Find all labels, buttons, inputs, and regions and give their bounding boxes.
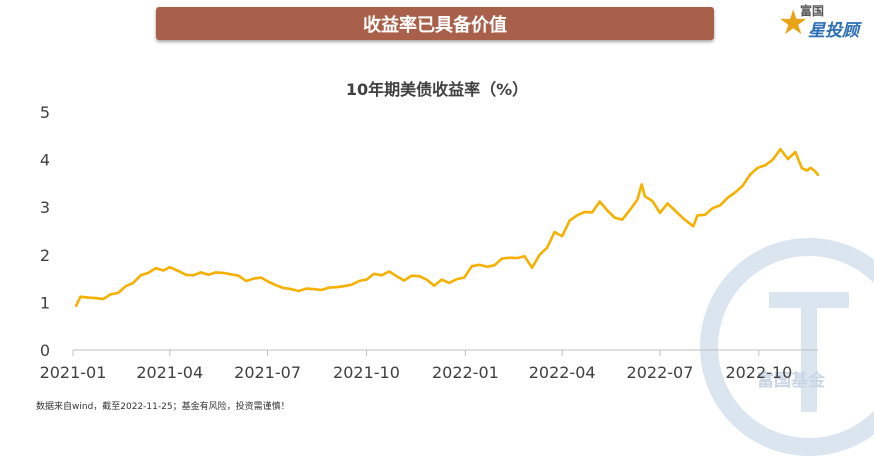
y-tick-label: 4 (40, 151, 50, 170)
y-tick-label: 2 (40, 246, 50, 265)
yield-line-chart: 0 1 2 3 4 5 2021-01 2021-04 2021-07 2021-10 2022-… (40, 103, 820, 382)
x-tick-label: 2022-01 (432, 363, 499, 382)
data-source-note: 数据来自wind，截至2022-11-25；基金有风险，投资需谨慎！ (36, 402, 290, 412)
series-line (74, 147, 820, 307)
x-tick-label: 2022-10 (725, 363, 792, 382)
star-icon: ★ (778, 3, 809, 43)
x-tick-label: 2022-07 (627, 363, 694, 382)
y-tick-label: 3 (40, 198, 50, 217)
y-tick-label: 0 (40, 341, 50, 360)
logo-top-text: 富国 (800, 4, 825, 18)
brand-logo: ★ 富国 星投顾 (778, 2, 870, 42)
y-axis-ticks: 0 1 2 3 4 5 (40, 103, 50, 360)
x-tick-label: 2021-10 (333, 363, 400, 382)
y-tick-label: 5 (40, 103, 50, 122)
banner-title: 收益率已具备价值 (363, 14, 507, 36)
logo-main-text: 星投顾 (808, 21, 859, 41)
x-tick-label: 2021-01 (40, 363, 107, 382)
x-axis-ticks: 2021-01 2021-04 2021-07 2021-10 2022-01 2022-… (40, 350, 792, 382)
x-tick-label: 2021-04 (136, 363, 203, 382)
y-tick-label: 1 (40, 293, 50, 312)
x-tick-label: 2022-04 (529, 363, 596, 382)
x-tick-label: 2021-07 (234, 363, 301, 382)
chart-title: 10年期美债收益率（%） (345, 80, 529, 99)
watermark-text: 富国基金 (757, 371, 825, 391)
section-banner: 收益率已具备价值 (156, 7, 714, 40)
